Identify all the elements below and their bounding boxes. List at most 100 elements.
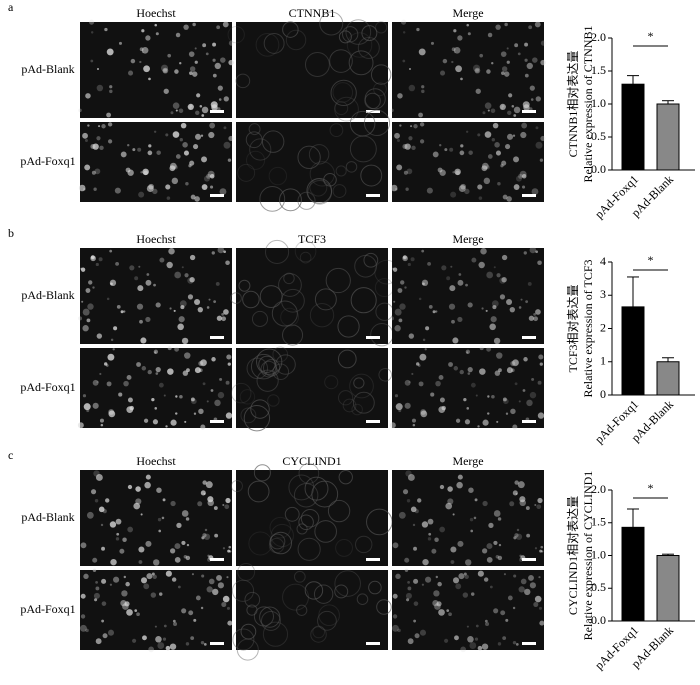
nucleus xyxy=(178,316,185,323)
nucleus xyxy=(536,504,542,510)
nucleus xyxy=(226,354,232,360)
nucleus xyxy=(137,147,142,152)
nucleus xyxy=(431,548,437,554)
cell xyxy=(268,166,288,186)
nucleus xyxy=(452,337,459,344)
nucleus xyxy=(504,22,508,27)
nucleus xyxy=(479,53,484,58)
cell xyxy=(329,49,353,73)
error-bar xyxy=(662,553,674,556)
nucleus xyxy=(128,70,134,76)
column-header: Merge xyxy=(452,454,483,468)
nucleus xyxy=(143,65,150,73)
nucleus xyxy=(122,537,127,543)
nucleus xyxy=(513,156,520,163)
scale-bar xyxy=(522,558,536,561)
nucleus xyxy=(191,398,197,405)
nucleus xyxy=(420,409,427,415)
nucleus xyxy=(228,40,235,46)
nucleus xyxy=(470,529,474,533)
nucleus xyxy=(86,511,94,519)
nucleus xyxy=(90,489,97,495)
nucleus xyxy=(170,500,176,507)
nucleus xyxy=(187,294,194,300)
nucleus xyxy=(95,638,102,645)
nucleus xyxy=(139,319,143,324)
cell xyxy=(337,349,357,369)
nucleus xyxy=(201,114,205,117)
nucleus xyxy=(151,572,155,576)
nucleus xyxy=(142,168,149,176)
nucleus xyxy=(224,504,230,510)
nucleus xyxy=(493,608,499,614)
nucleus xyxy=(132,148,136,152)
nucleus xyxy=(408,84,416,92)
nucleus xyxy=(227,620,233,626)
nucleus xyxy=(90,31,94,34)
nucleus xyxy=(165,570,172,577)
nucleus xyxy=(389,422,396,429)
nucleus xyxy=(496,420,499,423)
nucleus xyxy=(155,372,159,375)
nucleus xyxy=(417,498,422,503)
nucleus xyxy=(82,308,90,316)
nucleus xyxy=(395,403,403,411)
image-bg xyxy=(392,570,544,650)
nucleus xyxy=(133,502,141,510)
nucleus xyxy=(521,122,528,129)
cell xyxy=(267,394,280,407)
nucleus xyxy=(155,302,161,308)
nucleus xyxy=(412,423,416,427)
nucleus xyxy=(483,577,489,582)
nucleus xyxy=(457,279,464,286)
micrograph xyxy=(79,568,233,653)
nucleus xyxy=(471,257,477,263)
bar xyxy=(621,526,645,622)
column-header: CTNNB1 xyxy=(289,6,336,20)
scale-bar xyxy=(210,336,224,339)
nucleus xyxy=(214,399,221,407)
nucleus xyxy=(512,640,517,645)
nucleus xyxy=(217,391,225,399)
nucleus xyxy=(209,122,216,129)
cell xyxy=(240,407,257,424)
nucleus xyxy=(402,59,406,63)
nucleus xyxy=(162,637,167,641)
nucleus xyxy=(513,114,517,117)
scale-bar xyxy=(210,110,224,113)
nucleus xyxy=(107,353,115,361)
cell xyxy=(349,110,376,137)
nucleus xyxy=(419,139,425,144)
nucleus xyxy=(516,175,522,182)
nucleus xyxy=(105,498,110,503)
nucleus xyxy=(172,131,180,138)
nucleus xyxy=(465,283,468,287)
cell xyxy=(304,581,324,600)
nucleus xyxy=(493,540,498,546)
nucleus xyxy=(494,142,500,148)
nucleus xyxy=(466,351,469,354)
nucleus xyxy=(458,573,465,580)
cell xyxy=(282,324,304,346)
nucleus xyxy=(464,419,471,425)
nucleus xyxy=(451,60,454,64)
nucleus xyxy=(212,42,217,47)
cell xyxy=(342,398,357,413)
nucleus xyxy=(172,102,180,110)
nucleus xyxy=(84,139,88,143)
nucleus xyxy=(184,273,189,278)
nucleus xyxy=(523,357,528,362)
image-bg xyxy=(236,570,388,650)
nucleus xyxy=(418,112,424,118)
nucleus xyxy=(468,150,473,155)
nucleus xyxy=(534,21,541,28)
column-header: Hoechst xyxy=(136,232,176,246)
nucleus xyxy=(432,599,439,607)
nucleus xyxy=(441,265,447,271)
nucleus xyxy=(170,111,174,115)
nucleus xyxy=(154,625,157,628)
nucleus xyxy=(413,601,419,606)
nucleus xyxy=(78,108,82,113)
cell xyxy=(256,348,283,375)
